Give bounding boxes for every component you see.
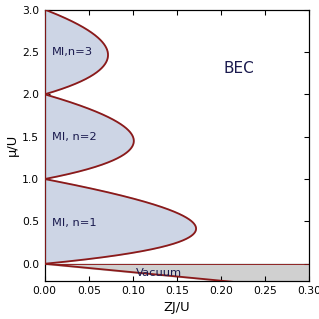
Y-axis label: μ/U: μ/U <box>6 134 19 156</box>
Polygon shape <box>45 179 196 264</box>
Text: MI,n=3: MI,n=3 <box>52 47 93 57</box>
Polygon shape <box>45 94 134 179</box>
Polygon shape <box>45 10 108 94</box>
Text: BEC: BEC <box>223 61 254 76</box>
Text: MI, n=2: MI, n=2 <box>52 132 96 142</box>
Text: MI, n=1: MI, n=1 <box>52 218 96 228</box>
X-axis label: ZJ/U: ZJ/U <box>164 300 190 314</box>
Text: Vacuum: Vacuum <box>136 268 182 278</box>
